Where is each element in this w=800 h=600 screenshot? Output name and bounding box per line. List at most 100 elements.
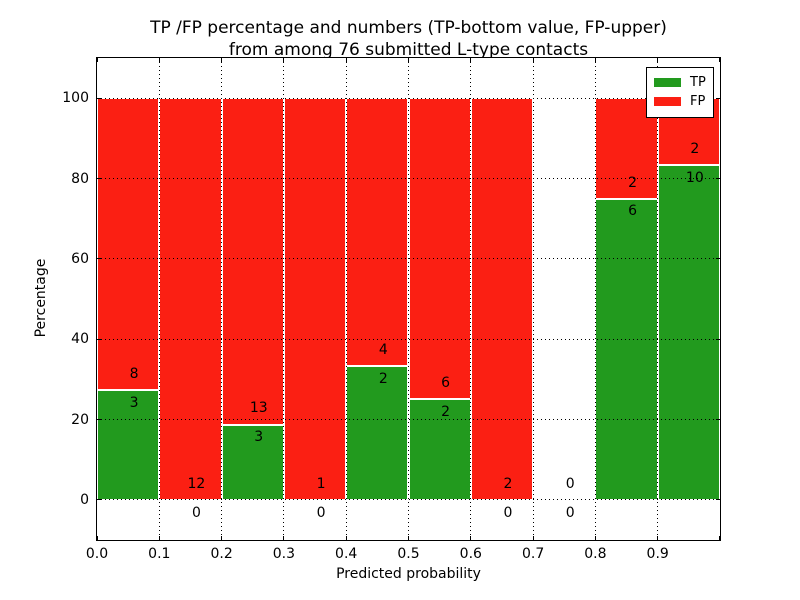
fp-count-label: 4 <box>378 341 388 358</box>
gridline-vertical <box>470 58 472 540</box>
tp-count-label: 0 <box>191 504 201 521</box>
x-tick-mark <box>283 536 285 540</box>
x-tick-mark <box>345 536 347 540</box>
bar-fp-segment <box>159 98 222 500</box>
bar-tp-segment <box>221 424 284 500</box>
fp-count-label: 2 <box>628 174 638 191</box>
x-tick-mark-top <box>657 58 659 62</box>
x-tick-label: 0.4 <box>335 546 358 562</box>
legend-label: FP <box>690 94 706 109</box>
bar-tp-segment <box>657 165 720 500</box>
gridline-vertical <box>408 58 409 540</box>
gridline-vertical <box>532 58 534 540</box>
y-tick-mark <box>97 178 101 179</box>
x-tick-label: 0.1 <box>148 546 171 562</box>
y-tick-label: 60 <box>71 250 89 267</box>
gridline-vertical <box>657 58 659 540</box>
bar-fp-segment <box>346 98 409 366</box>
y-tick-mark-right <box>716 499 720 501</box>
tp-count-label: 3 <box>129 395 139 412</box>
y-tick-mark <box>97 499 101 501</box>
bar-tp-segment <box>408 399 471 500</box>
y-tick-label: 100 <box>62 90 89 107</box>
bar-fp-segment <box>221 98 284 425</box>
bar-fp-segment <box>408 98 471 400</box>
y-tick-label: 0 <box>80 491 89 508</box>
y-tick-label: 80 <box>71 170 89 187</box>
x-tick-mark-top <box>158 58 160 62</box>
tp-count-label: 3 <box>254 429 264 446</box>
x-tick-mark <box>408 536 409 540</box>
bar-fp-segment <box>283 98 347 500</box>
x-tick-mark-top <box>283 58 285 62</box>
x-tick-mark-top <box>97 58 98 62</box>
y-tick-mark <box>97 338 101 340</box>
gridline-vertical <box>283 58 285 540</box>
y-tick-mark <box>97 97 101 99</box>
x-tick-label: 0.9 <box>646 546 669 562</box>
legend: TP FP <box>646 67 714 118</box>
legend-item: TP <box>654 73 713 92</box>
x-tick-mark-top <box>532 58 534 62</box>
x-axis-label: Predicted probability <box>336 566 481 582</box>
bar-tp-segment <box>346 365 409 500</box>
x-tick-mark <box>657 536 659 540</box>
x-tick-mark-top <box>719 58 720 62</box>
x-tick-label: 0.3 <box>272 546 296 562</box>
y-tick-mark-right <box>716 97 720 99</box>
legend-swatch-fp <box>654 97 681 106</box>
x-tick-mark-top <box>408 58 409 62</box>
y-tick-mark <box>97 419 101 420</box>
fp-count-label: 12 <box>187 475 206 492</box>
x-tick-mark <box>719 536 720 540</box>
tp-count-label: 10 <box>685 169 704 186</box>
y-tick-mark <box>97 258 101 260</box>
tp-count-label: 0 <box>503 504 513 521</box>
bar-fp-segment <box>97 98 160 391</box>
x-tick-mark <box>470 536 472 540</box>
fp-count-label: 6 <box>441 375 451 392</box>
x-tick-label: 0.6 <box>459 546 482 562</box>
tp-count-label: 0 <box>316 504 326 521</box>
bar-fp-segment <box>470 98 534 500</box>
tp-count-label: 2 <box>441 404 451 421</box>
x-tick-label: 0.5 <box>397 546 420 562</box>
chart-title: TP /FP percentage and numbers (TP-bottom… <box>97 17 720 61</box>
x-tick-label: 0.7 <box>521 546 545 562</box>
y-tick-mark-right <box>716 338 720 340</box>
legend-swatch-tp <box>654 78 681 87</box>
chart-title-line1: TP /FP percentage and numbers (TP-bottom… <box>150 18 667 38</box>
x-tick-mark <box>158 536 160 540</box>
fp-count-label: 1 <box>316 475 326 492</box>
gridline-vertical <box>221 58 223 540</box>
x-tick-mark <box>97 536 98 540</box>
y-axis-label: Percentage <box>33 258 49 338</box>
bar-tp-segment <box>595 198 658 500</box>
fp-count-label: 13 <box>249 400 268 417</box>
gridline-vertical <box>158 58 160 540</box>
x-tick-mark <box>594 536 596 540</box>
bar-tp-segment <box>97 390 160 500</box>
x-tick-label: 0.0 <box>85 546 109 562</box>
x-tick-mark-top <box>470 58 472 62</box>
fp-count-label: 2 <box>690 141 700 158</box>
tp-count-label: 2 <box>378 370 388 387</box>
chart-title-line2: from among 76 submitted L-type contacts <box>228 40 589 60</box>
x-tick-label: 0.8 <box>584 546 607 562</box>
fp-count-label: 8 <box>129 366 139 383</box>
gridline-vertical <box>345 58 347 540</box>
x-tick-label: 0.2 <box>210 546 233 562</box>
x-tick-mark <box>221 536 223 540</box>
y-tick-mark-right <box>716 258 720 260</box>
fp-count-label: 0 <box>565 475 575 492</box>
legend-item: FP <box>654 92 713 111</box>
fp-count-label: 2 <box>503 475 513 492</box>
gridline-vertical <box>594 58 596 540</box>
y-tick-mark-right <box>716 178 720 179</box>
tp-count-label: 6 <box>628 203 638 220</box>
legend-label: TP <box>690 75 706 90</box>
x-tick-mark-top <box>345 58 347 62</box>
plot-area: TP FP 8 3 12 0 13 3 1 0 4 2 6 2 2 0 0 0 2 6 2 10 <box>96 57 721 541</box>
x-tick-mark-top <box>594 58 596 62</box>
